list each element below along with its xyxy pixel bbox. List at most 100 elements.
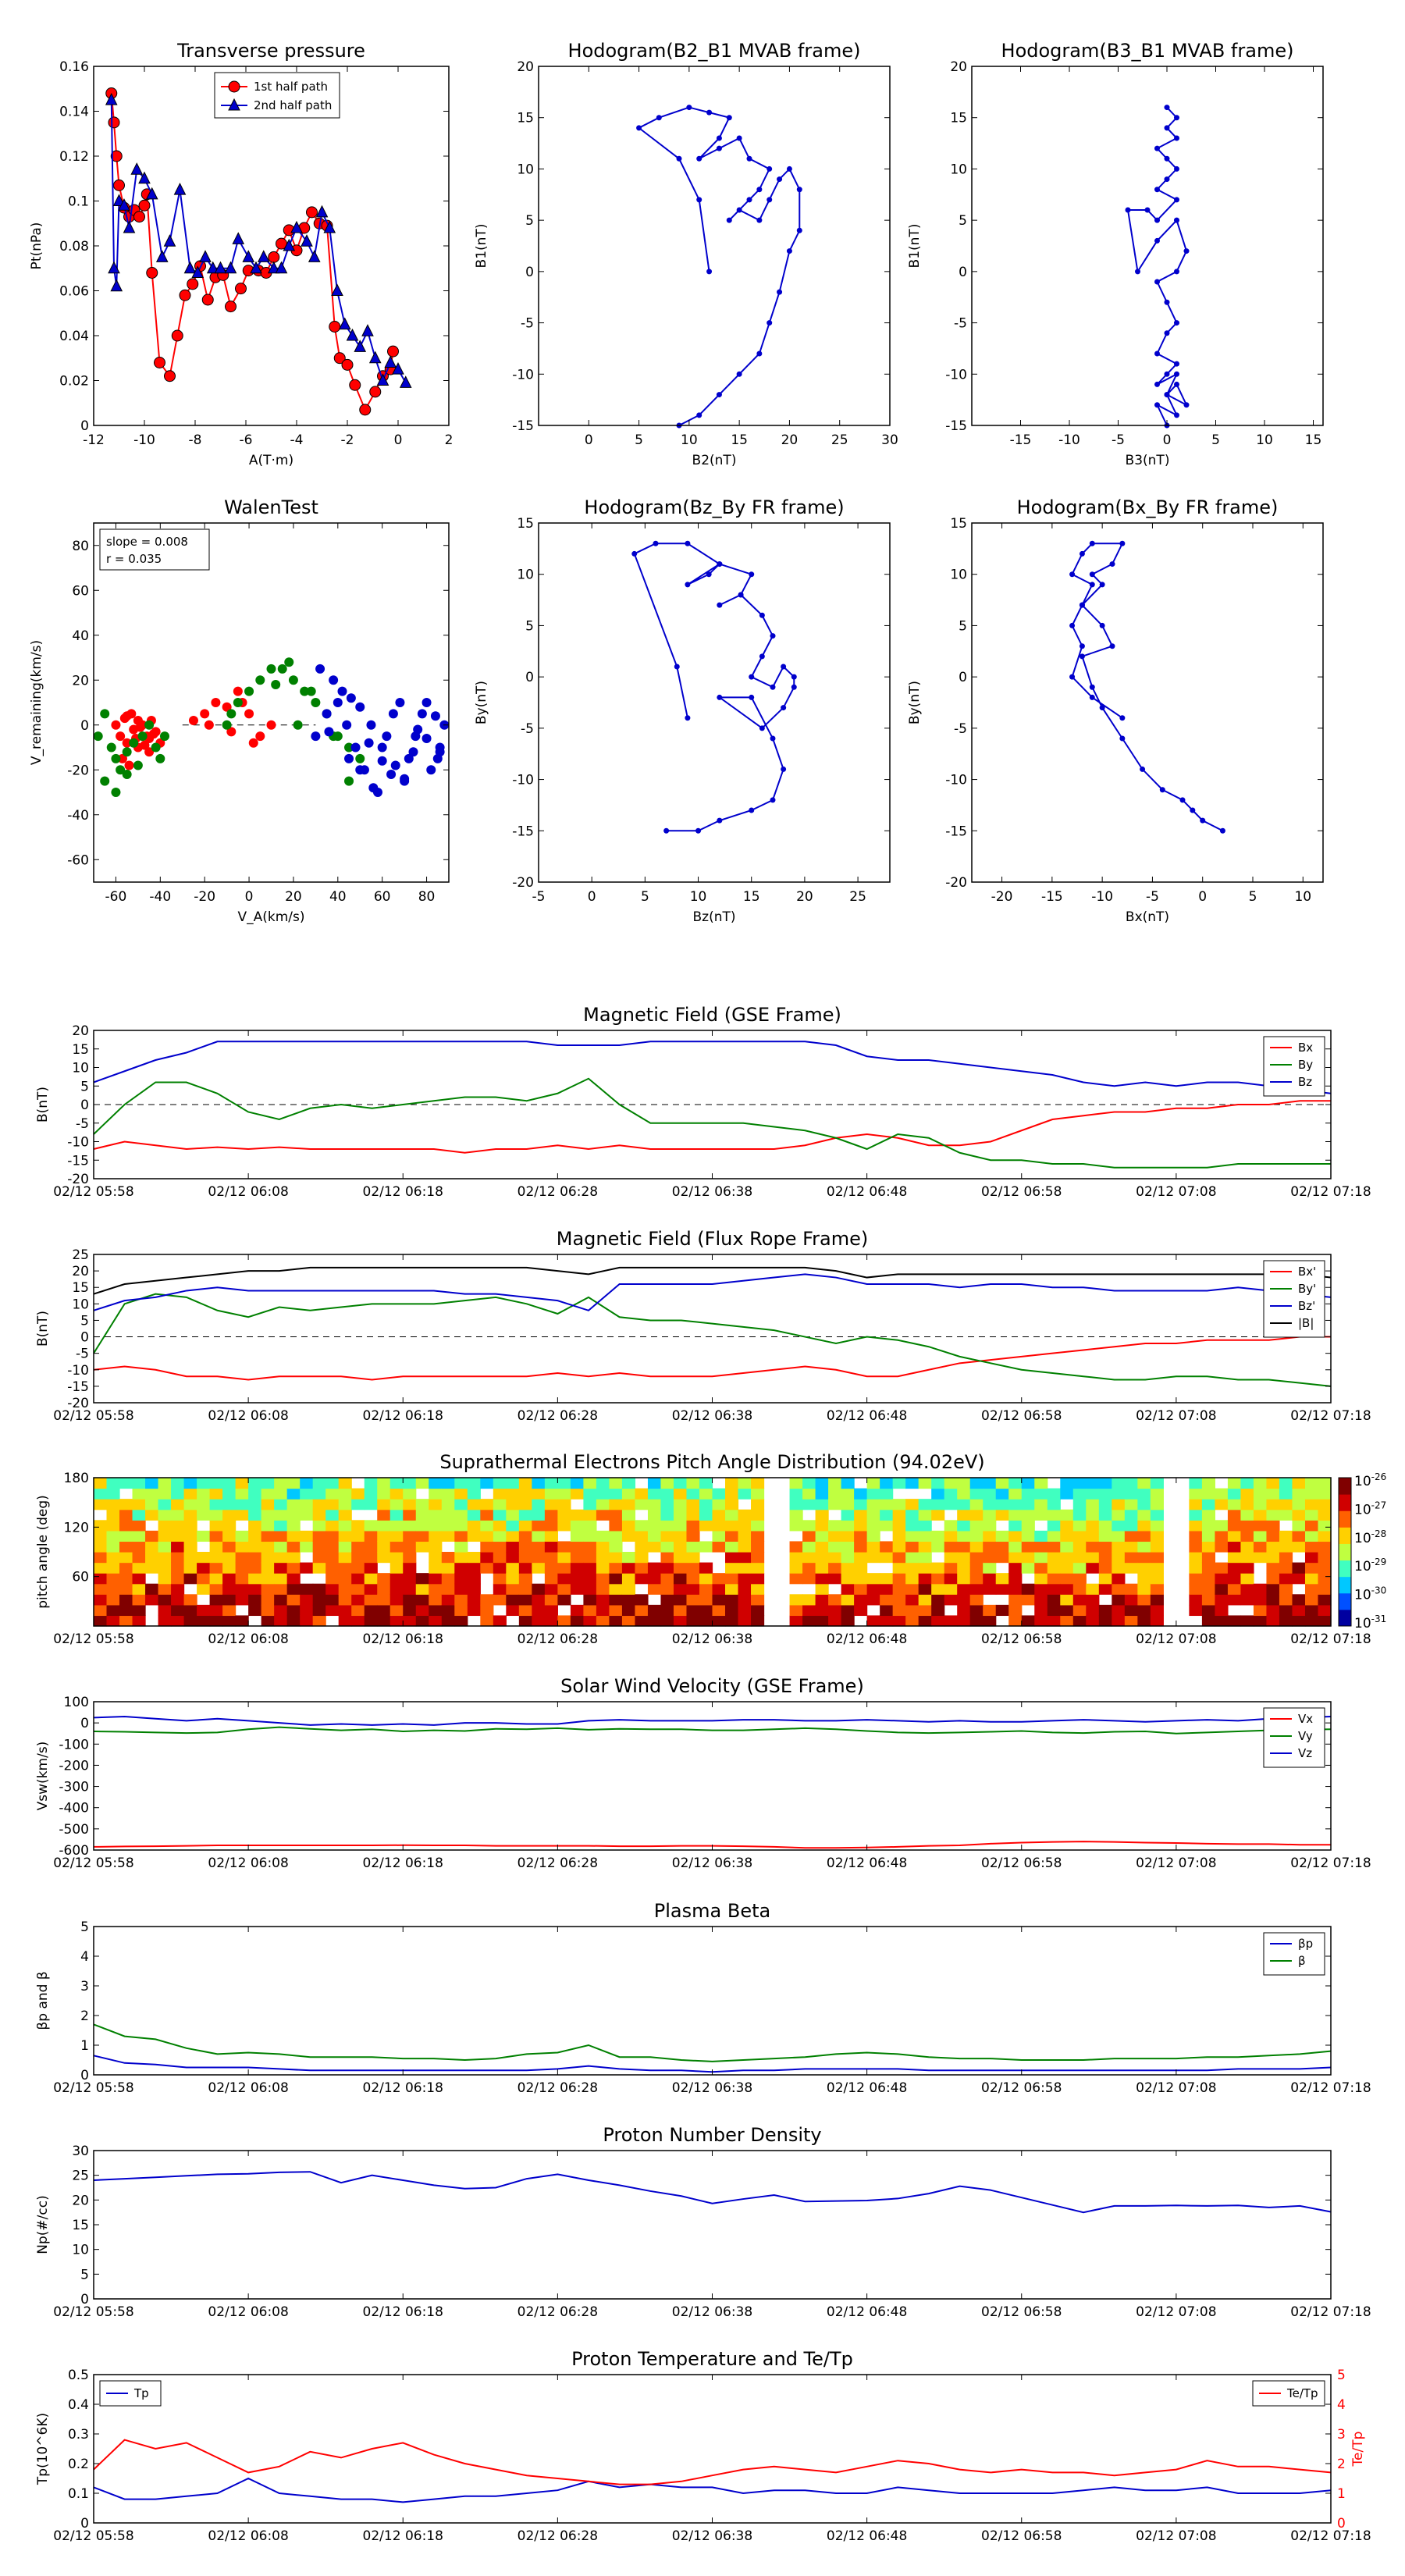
data-point <box>93 731 103 742</box>
heatmap-cell <box>1072 1499 1087 1510</box>
heatmap-cell <box>1227 1509 1242 1521</box>
x-tick-label: 80 <box>418 889 436 905</box>
heatmap-cell <box>389 1499 404 1510</box>
heatmap-cell <box>1240 1530 1254 1542</box>
y-tick-label: 15 <box>950 111 967 126</box>
heatmap-cell <box>1266 1615 1280 1627</box>
y-tick-label: 4 <box>80 1949 89 1965</box>
data-point <box>361 324 374 336</box>
heatmap-cell <box>738 1604 752 1617</box>
heatmap-cell <box>429 1509 443 1521</box>
heatmap-cell <box>995 1509 1009 1521</box>
heatmap-cell <box>635 1562 649 1574</box>
heatmap-cell <box>892 1509 906 1521</box>
heatmap-cell <box>570 1604 584 1617</box>
heatmap-cell <box>621 1615 636 1627</box>
data-point <box>1179 797 1186 803</box>
heatmap-cell <box>197 1604 211 1617</box>
data-point <box>137 731 148 742</box>
x-tick-label: 02/12 06:58 <box>981 2080 1062 2096</box>
data-point <box>111 720 121 730</box>
heatmap-cell <box>1304 1509 1319 1521</box>
heatmap-cell <box>609 1478 623 1489</box>
heatmap-cell <box>106 1615 120 1627</box>
data-point <box>108 116 120 129</box>
heatmap-cell <box>389 1583 404 1595</box>
heatmap-cell <box>286 1552 301 1564</box>
x-tick-label: 02/12 06:28 <box>518 2080 598 2096</box>
heatmap-cell <box>351 1488 365 1500</box>
x-tick-label: 02/12 06:38 <box>672 2528 752 2544</box>
x-tick-label: 02/12 06:58 <box>981 1631 1062 1647</box>
data-point <box>1099 582 1105 588</box>
heatmap-cell <box>1047 1562 1061 1574</box>
y-axis-label: Tp(10^6K) <box>35 2413 51 2485</box>
heatmap-cell <box>1240 1499 1254 1510</box>
heatmap-cell <box>1304 1604 1319 1617</box>
heatmap-cell <box>119 1478 133 1489</box>
heatmap-cell <box>918 1541 932 1553</box>
legend-label: βp <box>1298 1937 1313 1951</box>
heatmap-cell <box>828 1604 842 1617</box>
heatmap-cell <box>635 1594 649 1606</box>
heatmap-cell <box>1304 1478 1319 1489</box>
data-point <box>206 261 219 274</box>
heatmap-cell <box>364 1478 378 1489</box>
heatmap-cell <box>957 1509 971 1521</box>
heatmap-cell <box>286 1573 301 1585</box>
heatmap-cell <box>583 1583 597 1595</box>
y-tick-label: 1 <box>80 2038 89 2054</box>
data-point <box>201 294 214 306</box>
heatmap-cell <box>841 1520 855 1532</box>
heatmap-cell <box>94 1488 108 1500</box>
heatmap-cell <box>1240 1594 1254 1606</box>
heatmap-cell <box>248 1552 262 1564</box>
heatmap-cell <box>1215 1562 1229 1574</box>
heatmap-cell <box>1137 1604 1151 1617</box>
colorbar-segment <box>1339 1609 1351 1627</box>
heatmap-cell <box>1034 1478 1048 1489</box>
heatmap-cell <box>1240 1509 1254 1521</box>
data-point <box>171 329 183 342</box>
chart-title: Hodogram(Bz_By FR frame) <box>584 496 844 518</box>
heatmap-cell <box>918 1583 932 1595</box>
heatmap-cell <box>94 1520 108 1532</box>
heatmap-cell <box>1047 1573 1061 1585</box>
data-point <box>337 686 347 696</box>
plot-frame <box>93 2374 1332 2524</box>
heatmap-cell <box>1047 1499 1061 1510</box>
x-tick-label: 10 <box>1256 432 1273 448</box>
heatmap-cell <box>1060 1530 1074 1542</box>
data-point <box>377 742 387 753</box>
data-point <box>749 674 755 680</box>
heatmap-cell <box>880 1488 894 1500</box>
heatmap-cell <box>699 1478 713 1489</box>
data-point <box>346 693 356 703</box>
data-point <box>164 370 176 382</box>
heatmap-cell <box>171 1488 185 1500</box>
data-point <box>155 753 165 763</box>
heatmap-cell <box>403 1615 417 1627</box>
heatmap-cell <box>944 1499 958 1510</box>
heatmap-cell <box>248 1604 262 1617</box>
heatmap-cell <box>828 1488 842 1500</box>
heatmap-cell <box>1240 1552 1254 1564</box>
heatmap-cell <box>738 1530 752 1542</box>
data-point <box>1089 684 1095 690</box>
heatmap-cell <box>660 1488 674 1500</box>
heatmap-cell <box>738 1594 752 1606</box>
chart-title: WalenTest <box>224 496 318 518</box>
heatmap-cell <box>905 1594 919 1606</box>
heatmap-cell <box>1304 1488 1319 1500</box>
y-tick-label: 5 <box>80 1313 89 1329</box>
data-point <box>341 358 354 371</box>
heatmap-cell <box>751 1615 765 1627</box>
heatmap-cell <box>506 1478 520 1489</box>
heatmap-cell <box>235 1541 249 1553</box>
chart-title: Solar Wind Velocity (GSE Frame) <box>560 1675 864 1697</box>
heatmap-cell <box>815 1615 829 1627</box>
heatmap-cell <box>480 1530 494 1542</box>
heatmap-cell <box>596 1530 610 1542</box>
chart-title: Hodogram(B3_B1 MVAB frame) <box>1001 40 1294 62</box>
heatmap-cell <box>1137 1478 1151 1489</box>
